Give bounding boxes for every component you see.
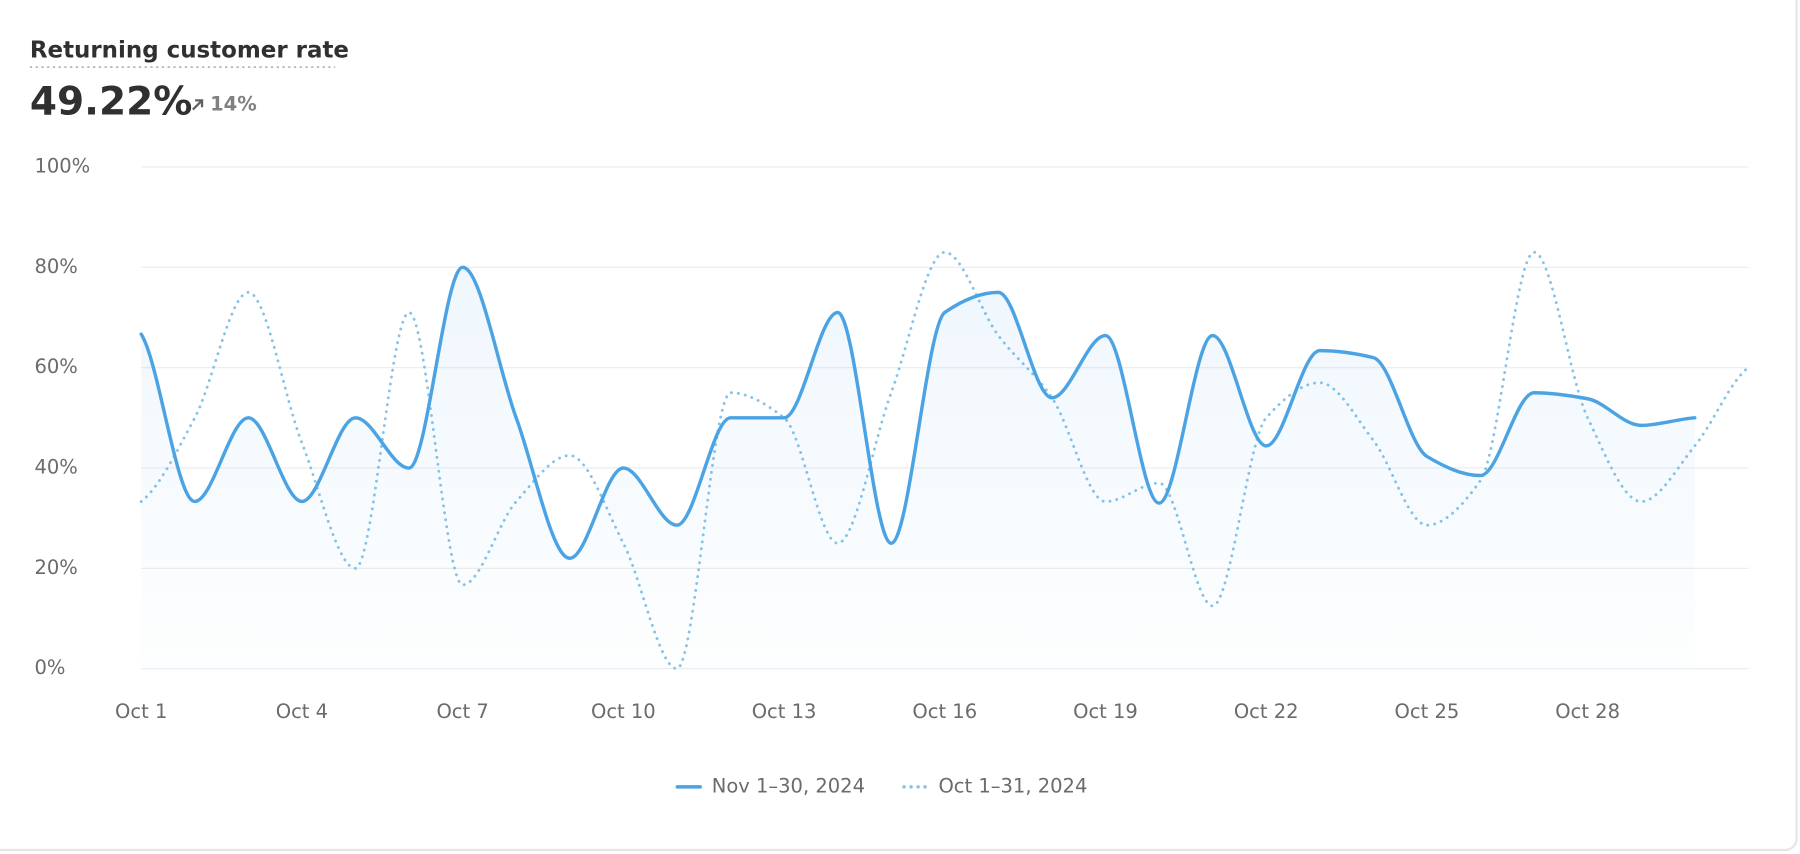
x-tick-label: Oct 16 <box>912 700 977 723</box>
change-arrow <box>192 99 204 111</box>
y-tick-label: 20% <box>34 556 77 579</box>
x-tick-label: Oct 28 <box>1555 700 1620 723</box>
x-tick-label: Oct 10 <box>591 700 656 723</box>
x-tick-label: Oct 7 <box>436 700 488 723</box>
legend-label: Nov 1–30, 2024 <box>712 774 865 797</box>
metric-value: 49.22% <box>30 79 193 124</box>
y-tick-label: 60% <box>34 355 77 378</box>
y-tick-label: 100% <box>34 154 90 177</box>
y-tick-label: 40% <box>34 455 77 478</box>
y-tick-label: 80% <box>34 255 77 278</box>
metric-title[interactable]: Returning customer rate <box>30 38 349 64</box>
series-line <box>139 265 1697 561</box>
y-tick-label: 0% <box>34 656 65 679</box>
legend-label: Oct 1–31, 2024 <box>938 774 1087 797</box>
x-tick-label: Oct 13 <box>752 700 817 723</box>
x-tick-label: Oct 25 <box>1395 700 1460 723</box>
x-tick-label: Oct 4 <box>276 700 328 723</box>
x-tick-label: Oct 19 <box>1073 700 1138 723</box>
metric-change: 14% <box>210 92 257 115</box>
x-tick-label: Oct 22 <box>1234 700 1299 723</box>
x-tick-label: Oct 1 <box>115 700 167 723</box>
